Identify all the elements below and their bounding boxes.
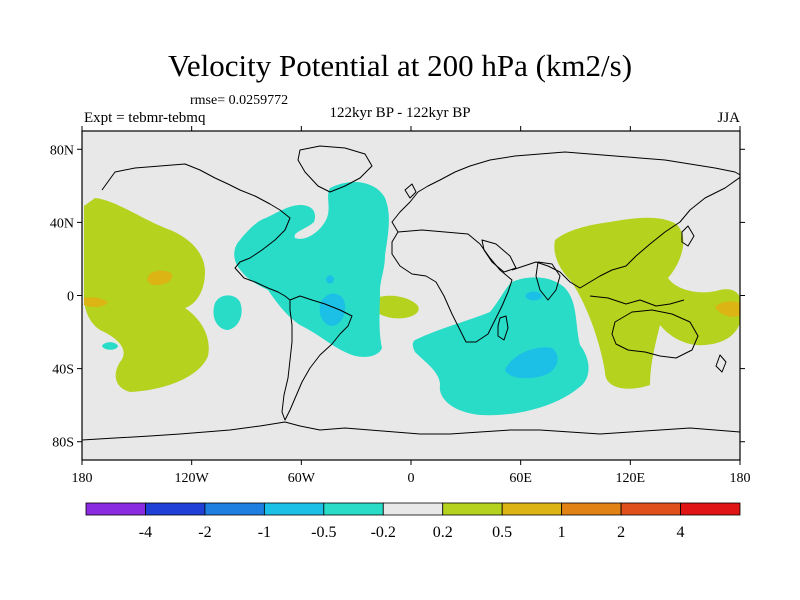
contour-fields <box>84 182 740 416</box>
caribbean-strong-negative-core <box>326 275 334 284</box>
experiment-label: Expt = tebmr-tebmq <box>84 110 206 126</box>
colorbar-label: 2 <box>617 524 625 541</box>
africa-coastline <box>391 229 513 343</box>
indonesia-positive-anomaly <box>554 217 740 389</box>
colorbar-swatch <box>323 502 384 516</box>
madagascar-strong-negative-core <box>505 347 558 379</box>
south-america-coastline <box>281 295 353 421</box>
madagascar-coastline <box>497 315 509 341</box>
rmse-label: rmse= 0.0259772 <box>190 93 289 108</box>
plot-title: Velocity Potential at 200 hPa (km2/s) <box>167 48 633 83</box>
india-coastline <box>535 261 561 301</box>
colorbar-label: 1 <box>558 524 566 541</box>
greenland-coastline <box>297 145 373 193</box>
east-africa-strong-negative-core <box>525 291 542 301</box>
lat-tick-label: 40N <box>50 216 74 231</box>
west-africa-positive-anomaly <box>371 295 419 319</box>
lon-tick-label: 60E <box>509 471 532 486</box>
pacific-positive-core <box>147 270 173 286</box>
colorbar-swatch <box>501 502 563 516</box>
brazil-strong-negative-core <box>319 293 346 326</box>
lon-tick-label: 120E <box>616 471 646 486</box>
lat-tick-label: 0 <box>67 290 74 305</box>
atlantic-americas-negative-anomaly <box>234 182 389 357</box>
colorbar-label: -2 <box>198 524 211 541</box>
japan-coastline <box>681 225 695 247</box>
colorbar-swatch <box>204 502 265 516</box>
latitude-axis: 80N 40N 0 40S 80S <box>50 143 745 451</box>
colorbar-swatch <box>85 502 146 516</box>
lon-tick-label: 180 <box>730 471 751 486</box>
north-america-coastline <box>101 163 291 301</box>
longitude-axis: 180 120W 60W 0 60E 120E 180 <box>72 126 751 486</box>
indian-ocean-negative-anomaly <box>412 277 589 416</box>
south-america-negative-anomaly <box>213 295 242 330</box>
indonesia-coastline <box>589 295 685 307</box>
lon-tick-label: 60W <box>288 471 316 486</box>
colorbar-swatch <box>382 502 444 516</box>
west-pacific-edge-positive-core <box>84 297 108 307</box>
antarctica-coastline <box>82 421 740 441</box>
colorbar-label: -1 <box>258 524 271 541</box>
colorbar-label: 4 <box>677 524 685 541</box>
colorbar-label: 0.5 <box>492 524 512 541</box>
small-pacific-negative-anomaly <box>102 342 118 350</box>
dateline-positive-core <box>715 301 740 317</box>
lon-tick-label: 180 <box>72 471 93 486</box>
british-isles-coastline <box>404 183 417 199</box>
colorbar-label: -0.5 <box>311 524 336 541</box>
lat-tick-label: 80N <box>50 143 74 158</box>
colorbar-label: 0.2 <box>433 524 453 541</box>
arabia-coastline <box>481 239 517 273</box>
colorbar-swatch <box>263 502 325 516</box>
pacific-east-positive-anomaly <box>84 198 209 392</box>
colorbar-swatch <box>145 502 206 516</box>
eurasia-coastline <box>391 151 740 233</box>
colorbar-label: -4 <box>139 524 152 541</box>
east-asia-coastline <box>511 176 740 289</box>
colorbar-swatch <box>442 502 503 516</box>
colorbar-swatch <box>561 502 622 516</box>
colorbar-label: -0.2 <box>371 524 396 541</box>
coastlines <box>82 145 740 441</box>
lon-tick-label: 120W <box>175 471 210 486</box>
colorbar-swatch <box>680 502 741 516</box>
lat-tick-label: 40S <box>52 363 74 378</box>
season-label: JJA <box>717 110 740 126</box>
colorbar: -4 -2 -1 -0.5 -0.2 0.2 0.5 1 2 4 <box>85 502 741 541</box>
colorbar-swatch <box>620 502 681 516</box>
australia-coastline <box>611 309 699 359</box>
lat-tick-label: 80S <box>52 436 74 451</box>
period-label: 122kyr BP - 122kyr BP <box>329 105 471 121</box>
new-zealand-coastline <box>715 354 727 373</box>
lon-tick-label: 0 <box>408 471 415 486</box>
